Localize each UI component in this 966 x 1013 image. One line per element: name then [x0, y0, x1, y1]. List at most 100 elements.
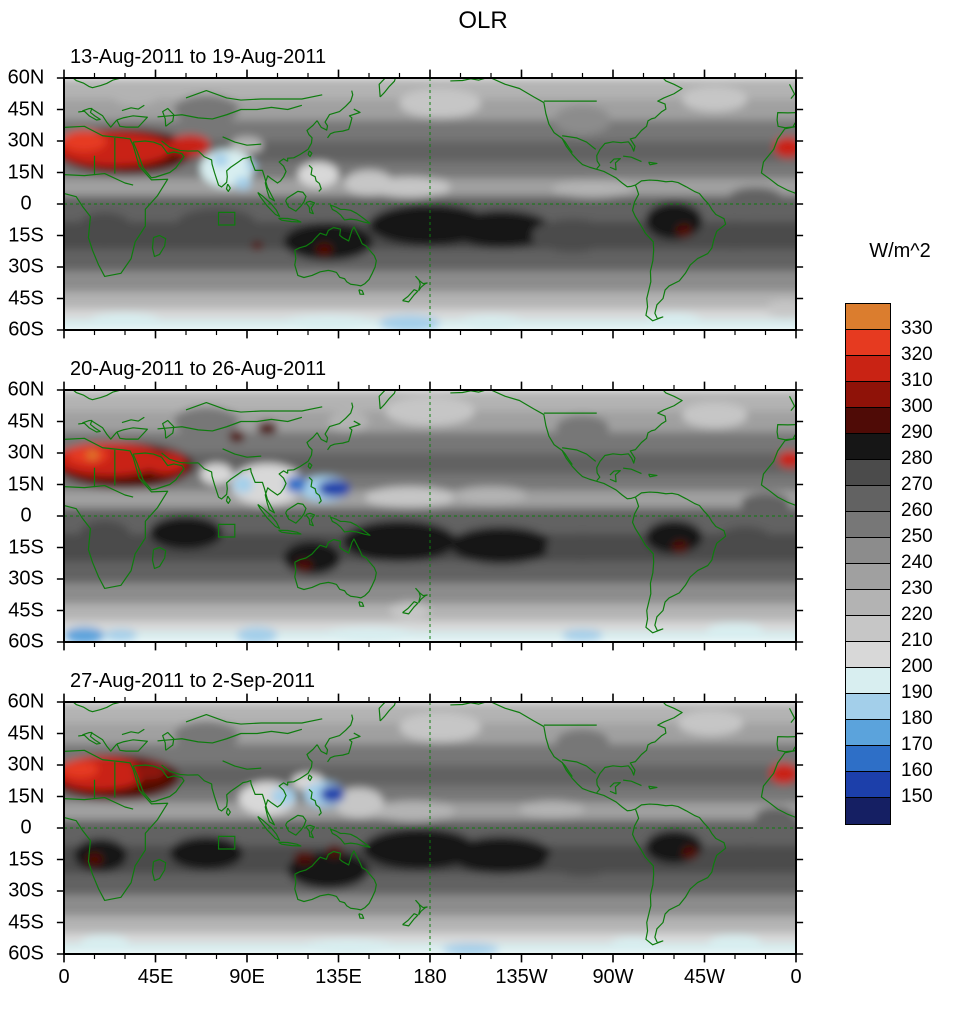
y-axis-label: 15S	[8, 224, 44, 246]
colorbar-tick-label: 270	[901, 474, 933, 495]
panel-title-week-3: 27-Aug-2011 to 2-Sep-2011	[70, 670, 315, 692]
x-axis-label: 90E	[229, 966, 265, 988]
y-axis-label: 60N	[7, 66, 45, 89]
y-axis-label: 30N	[7, 129, 45, 152]
plot-area-week-2: 60N 45N 30N 15N 0 15S 30S 45S 60S	[0, 379, 966, 653]
olr-map-week-3	[64, 702, 796, 954]
colorbar-cell	[846, 798, 890, 824]
colorbar-cell	[846, 668, 890, 694]
colorbar-cell	[846, 564, 890, 590]
y-axis-label: 30S	[8, 255, 44, 278]
colorbar-cell	[846, 304, 890, 330]
y-axis-label: 30S	[8, 879, 44, 902]
colorbar-tick-label: 170	[901, 734, 933, 755]
colorbar-tick-label: 260	[901, 500, 933, 521]
panel-week-3: 27-Aug-2011 to 2-Sep-2011 60N 45N 30N 15N 0 1…	[0, 668, 966, 965]
x-axis-label: 45W	[683, 966, 726, 988]
y-axis-label: 0	[20, 504, 32, 527]
colorbar-cell	[846, 538, 890, 564]
y-axis-label: 0	[20, 192, 32, 215]
y-axis-label: 30S	[8, 567, 44, 590]
colorbar-cell	[846, 460, 890, 486]
y-axis-label: 45S	[8, 599, 44, 621]
colorbar-cell	[846, 434, 890, 460]
colorbar-tick-label: 190	[901, 682, 933, 703]
y-axis-label: 15N	[7, 785, 45, 807]
panel-week-1: 13-Aug-2011 to 19-Aug-2011 60N 45N 30N 15N 0…	[0, 44, 966, 341]
colorbar-cell	[846, 772, 890, 798]
y-axis-label: 45S	[8, 911, 44, 933]
x-axis-label: 0	[790, 966, 802, 988]
plot-area-week-3: 60N 45N 30N 15N 0 15S 30S 45S 60S	[0, 691, 966, 965]
x-axis-label: 135E	[315, 966, 362, 988]
chart-title: OLR	[458, 7, 508, 34]
y-axis-label: 15N	[7, 473, 45, 495]
y-axis-label: 15N	[7, 161, 45, 183]
panel-title-week-2: 20-Aug-2011 to 26-Aug-2011	[70, 358, 327, 380]
colorbar: W/m^2 330 320 310 300 290 280 270 260 250 240 230 2…	[845, 240, 963, 825]
colorbar-tick-label: 160	[901, 760, 933, 781]
y-axis-label: 30N	[7, 441, 45, 464]
y-axis-label: 15S	[8, 536, 44, 558]
x-axis-label: 90W	[592, 966, 634, 988]
y-axis-label: 45N	[7, 722, 45, 744]
colorbar-tick-label: 250	[901, 526, 933, 547]
olr-map-week-2	[64, 390, 796, 642]
colorbar-cell	[846, 720, 890, 746]
y-axis-label: 60S	[8, 942, 44, 965]
y-axis-label: 15S	[8, 848, 44, 870]
colorbar-tick-label: 310	[901, 370, 933, 391]
colorbar-cell	[846, 616, 890, 642]
y-axis-label: 60S	[8, 630, 44, 653]
map-week-1	[64, 78, 796, 330]
x-axis-label: 0	[58, 966, 70, 988]
x-axis-label: 135W	[495, 966, 548, 988]
map-week-3	[64, 702, 796, 954]
colorbar-tick-label: 230	[901, 578, 933, 599]
colorbar-tick-label: 240	[901, 552, 933, 573]
colorbar-tick-label: 280	[901, 448, 933, 469]
colorbar-tick-label: 210	[901, 630, 933, 651]
olr-map-week-1	[64, 78, 796, 330]
colorbar-cell	[846, 408, 890, 434]
plot-area-week-1: 60N 45N 30N 15N 0 15S 30S 45S 60S	[0, 67, 966, 341]
colorbar-cell	[846, 694, 890, 720]
colorbar-cell	[846, 512, 890, 538]
colorbar-cell	[846, 746, 890, 772]
colorbar-cells	[845, 303, 891, 825]
y-axis-labels: 60N 45N 30N 15N 0 15S 30S 45S 60S	[0, 379, 64, 653]
colorbar-tick-label: 150	[901, 786, 933, 807]
colorbar-cell	[846, 486, 890, 512]
x-axis-label: 45E	[137, 966, 174, 988]
x-axis-labels: 0 45E 90E 135E 180 135W 90W 45W 0	[58, 964, 801, 994]
colorbar-cell	[846, 356, 890, 382]
y-axis-label: 0	[20, 816, 32, 839]
y-axis-label: 45N	[7, 98, 45, 120]
colorbar-tick-label: 220	[901, 604, 933, 625]
colorbar-tick-label: 330	[901, 318, 933, 339]
map-week-2	[64, 390, 796, 642]
y-axis-labels: 60N 45N 30N 15N 0 15S 30S 45S 60S	[0, 691, 64, 965]
colorbar-cell	[846, 590, 890, 616]
colorbar-cell	[846, 330, 890, 356]
panel-title-week-1: 13-Aug-2011 to 19-Aug-2011	[70, 46, 327, 68]
colorbar-tick-label: 180	[901, 708, 933, 729]
colorbar-cell	[846, 382, 890, 408]
y-axis-labels: 60N 45N 30N 15N 0 15S 30S 45S 60S	[0, 67, 64, 341]
colorbar-cell	[846, 642, 890, 668]
y-axis-label: 45S	[8, 287, 44, 309]
panel-week-2: 20-Aug-2011 to 26-Aug-2011 60N 45N 30N 15N 0…	[0, 356, 966, 653]
colorbar-tick-label: 300	[901, 396, 933, 417]
colorbar-tick-label: 320	[901, 344, 933, 365]
y-axis-label: 60N	[7, 690, 45, 713]
y-axis-label: 60N	[7, 378, 45, 401]
colorbar-body: 330 320 310 300 290 280 270 260 250 240 230 220 210 2…	[845, 303, 963, 825]
colorbar-units-label: W/m^2	[869, 240, 931, 262]
colorbar-tick-label: 290	[901, 422, 933, 443]
colorbar-tick-label: 200	[901, 656, 933, 677]
y-axis-label: 30N	[7, 753, 45, 776]
y-axis-label: 60S	[8, 318, 44, 341]
y-axis-label: 45N	[7, 410, 45, 432]
x-axis-label: 180	[413, 966, 447, 988]
